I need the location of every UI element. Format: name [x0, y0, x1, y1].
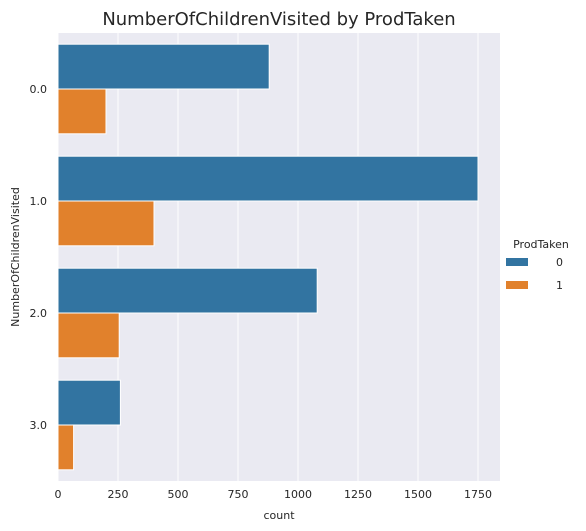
x-tick-label: 1250 — [344, 488, 372, 501]
legend-swatch-1 — [506, 281, 528, 289]
bar-1.0-series-0 — [57, 155, 479, 202]
x-tick-label: 500 — [168, 488, 189, 501]
y-axis-label: NumberOfChildrenVisited — [9, 187, 22, 327]
bar-1.0-series-1 — [57, 200, 155, 247]
bar-2.0-series-0 — [57, 267, 318, 314]
y-tick-label: 3.0 — [30, 419, 48, 432]
bar-3.0-series-0 — [57, 379, 121, 426]
y-tick-label: 2.0 — [30, 307, 48, 320]
x-tick-label: 0 — [55, 488, 62, 501]
plot-area — [58, 33, 500, 481]
chart-title: NumberOfChildrenVisited by ProdTaken — [102, 9, 455, 30]
legend: ProdTaken 0 1 — [506, 238, 569, 292]
gridlines — [57, 33, 479, 481]
bar-0.0-series-0 — [57, 43, 270, 90]
bar-0.0-series-1 — [57, 88, 107, 135]
y-tick-label: 0.0 — [30, 83, 48, 96]
legend-label-1: 1 — [556, 279, 563, 292]
y-tick-label: 1.0 — [30, 195, 48, 208]
legend-label-0: 0 — [556, 256, 563, 269]
y-axis-ticks: 0.0 1.0 2.0 3.0 — [30, 83, 48, 432]
x-tick-label: 250 — [108, 488, 129, 501]
x-tick-label: 1750 — [464, 488, 492, 501]
bar-3.0-series-1 — [57, 424, 75, 471]
x-tick-label: 750 — [228, 488, 249, 501]
bar-2.0-series-1 — [57, 312, 120, 359]
x-tick-label: 1000 — [284, 488, 312, 501]
bars — [57, 43, 479, 471]
legend-title: ProdTaken — [513, 238, 569, 251]
x-tick-label: 1500 — [404, 488, 432, 501]
x-axis-ticks: 0 250 500 750 1000 1250 1500 1750 — [55, 488, 493, 501]
legend-swatch-0 — [506, 258, 528, 266]
x-axis-label: count — [263, 509, 295, 522]
